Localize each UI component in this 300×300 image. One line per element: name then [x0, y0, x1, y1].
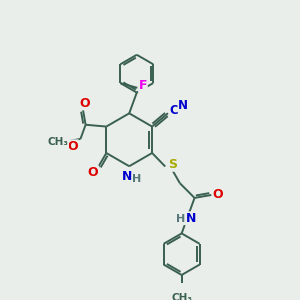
Text: O: O	[88, 166, 98, 179]
Text: CH₃: CH₃	[47, 136, 68, 147]
Text: H: H	[132, 175, 141, 184]
Text: N: N	[178, 99, 188, 112]
Text: S: S	[168, 158, 177, 171]
Text: N: N	[122, 170, 133, 183]
Text: H: H	[176, 214, 185, 224]
Text: C: C	[169, 104, 178, 117]
Text: O: O	[213, 188, 223, 200]
Text: O: O	[68, 140, 78, 153]
Text: CH₃: CH₃	[171, 292, 192, 300]
Text: N: N	[186, 212, 196, 225]
Text: O: O	[80, 97, 90, 110]
Text: F: F	[139, 80, 147, 92]
